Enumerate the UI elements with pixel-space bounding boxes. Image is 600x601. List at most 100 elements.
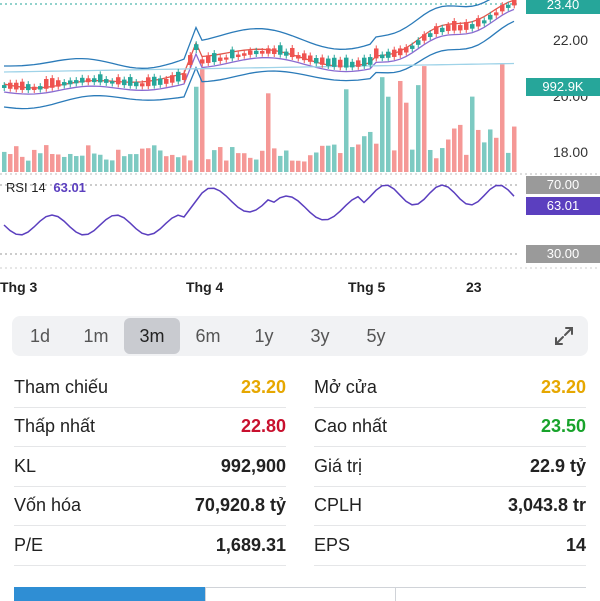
- stat-pe: P/E 1,689.31: [14, 526, 286, 566]
- stat-value: 23.20: [240, 376, 286, 397]
- candle-body: [80, 77, 85, 83]
- candle-body: [470, 24, 475, 29]
- stat-open: Mở cửa 23.20: [314, 368, 586, 408]
- stat-value: 22.9 tỷ: [529, 455, 586, 476]
- candle-body: [68, 80, 73, 85]
- candle-body: [104, 79, 109, 83]
- candle-body: [398, 48, 403, 56]
- candle-body: [134, 82, 139, 87]
- stat-label: P/E: [14, 534, 44, 555]
- candle-body: [266, 48, 271, 54]
- volume-bar: [266, 93, 271, 172]
- x-tick: 23: [466, 279, 482, 295]
- volume-bar: [278, 155, 283, 172]
- ma-line-2: [3, 8, 515, 95]
- volume-bar: [260, 150, 265, 172]
- stat-value: 3,043.8 tr: [507, 495, 586, 516]
- volume-bar: [158, 150, 163, 172]
- volume-bar: [86, 145, 91, 172]
- volume-bar: [14, 146, 19, 172]
- rsi-label: RSI 14: [6, 180, 46, 195]
- volume-bar: [272, 148, 277, 172]
- candle-body: [422, 34, 427, 41]
- volume-bar: [488, 129, 493, 172]
- stats-row: Vốn hóa 70,920.8 tỷ CPLH 3,043.8 tr: [14, 487, 586, 526]
- volume-bar: [284, 150, 289, 172]
- candle-body: [2, 85, 7, 88]
- stats-table: Tham chiếu 23.20 Mở cửa 23.20 Thấp nhất 22.…: [14, 368, 586, 566]
- volume-bar: [236, 153, 241, 172]
- stat-value: 1,689.31: [215, 534, 286, 555]
- volume-bar: [308, 155, 313, 172]
- volume-bar: [452, 128, 457, 172]
- stat-shares: CPLH 3,043.8 tr: [314, 487, 586, 526]
- stat-volume: KL 992,900: [14, 447, 286, 487]
- stat-label: Mở cửa: [314, 376, 377, 397]
- candle-body: [254, 50, 259, 55]
- period-5y[interactable]: 5y: [366, 326, 386, 346]
- candle-body: [200, 59, 205, 64]
- volume-bar: [362, 136, 367, 172]
- volume-bar: [386, 96, 391, 172]
- volume-bar: [446, 139, 451, 172]
- candle-body: [428, 33, 433, 37]
- bollinger-lower: [3, 20, 515, 110]
- volume-bar: [68, 153, 73, 172]
- volume-bar: [506, 152, 511, 172]
- volume-bar: [44, 145, 49, 172]
- period-1d[interactable]: 1d: [29, 326, 51, 346]
- candle-body: [32, 86, 37, 90]
- bottom-tab[interactable]: [14, 587, 205, 601]
- candle-body: [50, 78, 55, 88]
- volume-bar: [482, 142, 487, 172]
- rsi-title: RSI 14 63.01: [6, 180, 86, 195]
- volume-bar: [512, 126, 517, 172]
- rsi-value: 63.01: [53, 180, 86, 195]
- volume-bar: [224, 160, 229, 172]
- candle-body: [482, 20, 487, 24]
- volume-bar: [230, 147, 235, 172]
- period-3y[interactable]: 3y: [310, 326, 330, 346]
- candle-body: [182, 73, 187, 80]
- stats-row: P/E 1,689.31 EPS 14: [14, 526, 586, 566]
- stat-label: Vốn hóa: [14, 495, 82, 516]
- bottom-tab[interactable]: [395, 587, 587, 601]
- volume-bar: [26, 160, 31, 172]
- stat-value: 23.20: [540, 376, 586, 397]
- volume-bar: [104, 159, 109, 172]
- volume-bar: [458, 124, 463, 172]
- ma-line-3: [3, 62, 515, 73]
- bottom-tab[interactable]: [204, 587, 396, 601]
- stat-label: Tham chiếu: [14, 376, 109, 397]
- candle-body: [278, 45, 283, 55]
- volume-bar: [20, 156, 25, 172]
- stat-label: Cao nhất: [314, 416, 388, 437]
- stat-value-traded: Giá trị 22.9 tỷ: [314, 447, 586, 487]
- volume-bar: [374, 143, 379, 172]
- candle-body: [434, 26, 439, 35]
- price-chart[interactable]: [0, 0, 600, 300]
- expand-icon[interactable]: [552, 324, 576, 348]
- period-3m[interactable]: 3m: [124, 318, 180, 354]
- candle-body: [374, 48, 379, 59]
- rsi-level-tag: 30.00: [526, 245, 600, 263]
- period-1m[interactable]: 1m: [83, 326, 109, 346]
- period-6m[interactable]: 6m: [195, 326, 221, 346]
- stat-reference: Tham chiếu 23.20: [14, 368, 286, 408]
- period-1y[interactable]: 1y: [254, 326, 274, 346]
- stat-value: 14: [565, 534, 586, 555]
- volume-bar: [170, 154, 175, 172]
- volume-bar: [116, 149, 121, 172]
- candle-body: [320, 57, 325, 65]
- stat-market-cap: Vốn hóa 70,920.8 tỷ: [14, 487, 286, 526]
- period-selector: 1d 1m 3m 6m 1y 3y 5y: [12, 316, 588, 356]
- x-tick: Thg 3: [0, 279, 38, 295]
- volume-bar: [32, 149, 37, 172]
- volume-bar: [74, 156, 79, 172]
- last-price-tag: 23.40: [526, 0, 600, 14]
- candle-body: [440, 27, 445, 33]
- candle-body: [308, 55, 313, 62]
- candle-body: [152, 76, 157, 86]
- rsi-line: [3, 184, 515, 236]
- candle-body: [230, 49, 235, 59]
